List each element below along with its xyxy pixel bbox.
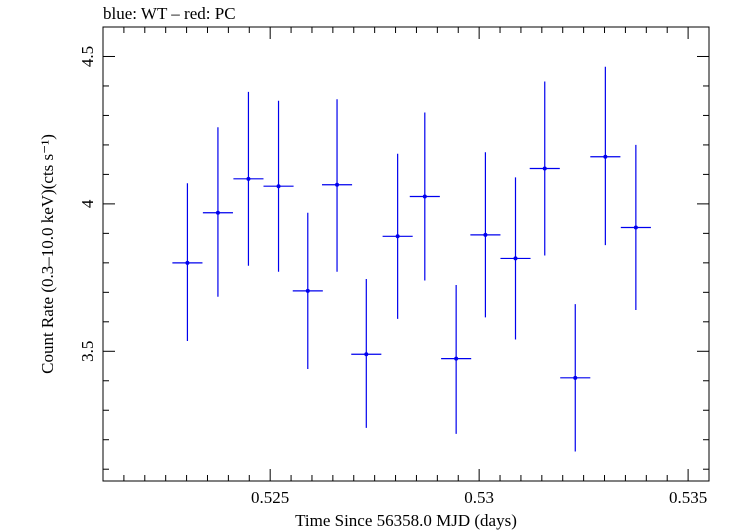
data-marker [513, 256, 518, 261]
data-point [620, 144, 651, 311]
y-tick-label: 3.5 [78, 341, 97, 362]
y-tick-label: 4.5 [78, 46, 97, 67]
y-axis-label: Count Rate (0.3–10.0 keV)(cts s⁻¹) [38, 134, 57, 374]
data-point [590, 66, 621, 246]
data-marker [246, 176, 251, 181]
data-marker [422, 194, 427, 199]
data-point [500, 177, 531, 340]
data-marker [395, 234, 400, 239]
data-point [202, 127, 233, 297]
x-tick-label: 0.53 [464, 488, 494, 507]
axis-tick-labels: 0.525 0.53 0.535 3.5 4 4.5 [78, 46, 707, 507]
data-point [351, 279, 382, 428]
data-point [529, 81, 560, 256]
data-marker [603, 154, 608, 159]
data-marker [483, 232, 488, 237]
data-marker [276, 184, 281, 189]
data-marker [335, 182, 340, 187]
data-point [409, 112, 440, 281]
data-point [441, 284, 472, 434]
data-point [172, 183, 203, 341]
data-point [292, 212, 323, 369]
x-tick-label: 0.525 [251, 488, 289, 507]
data-point [560, 304, 591, 452]
data-marker [454, 356, 459, 361]
data-marker [542, 166, 547, 171]
data-marker [185, 260, 190, 265]
data-marker [364, 352, 369, 357]
data-point [382, 153, 413, 319]
data-point [470, 152, 501, 318]
data-marker [215, 210, 220, 215]
axis-ticks [102, 26, 710, 481]
data-point [263, 100, 294, 272]
plot-frame [102, 26, 710, 482]
data-point [233, 91, 264, 266]
x-tick-label: 0.535 [669, 488, 707, 507]
data-marker [633, 225, 638, 230]
data-point [321, 99, 353, 272]
data-points [172, 66, 651, 452]
x-axis-label: Time Since 56358.0 MJD (days) [295, 511, 517, 530]
data-marker [305, 288, 310, 293]
chart-caption: blue: WT – red: PC [103, 4, 236, 23]
y-tick-label: 4 [78, 199, 97, 208]
data-marker [573, 375, 578, 380]
